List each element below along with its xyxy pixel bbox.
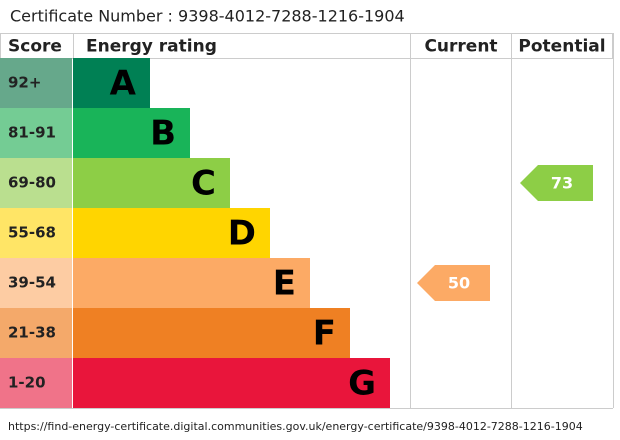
certificate-number: Certificate Number : 9398-4012-7288-1216… <box>10 7 405 26</box>
potential-arrow <box>520 165 593 201</box>
column-header: Potential <box>518 37 605 57</box>
rating-bar <box>73 258 310 308</box>
rating-letter: D <box>228 214 256 254</box>
rating-letter: F <box>313 314 336 354</box>
url: https://find-energy-certificate.digital.… <box>8 420 583 433</box>
rating-letter: A <box>110 64 137 104</box>
current-arrow <box>417 265 490 301</box>
rating-letter: C <box>191 164 216 204</box>
score-label: 92+ <box>8 74 41 92</box>
score-cell <box>0 108 72 158</box>
column-header: Energy rating <box>86 37 217 57</box>
score-cell <box>0 208 72 258</box>
current-label: 50 <box>448 274 470 293</box>
score-label: 1-20 <box>8 374 46 392</box>
rating-bar <box>73 208 270 258</box>
score-label: 55-68 <box>8 224 56 242</box>
score-label: 81-91 <box>8 124 56 142</box>
score-cell <box>0 58 72 108</box>
rating-bar <box>73 158 230 208</box>
score-label: 69-80 <box>8 174 56 192</box>
score-cell <box>0 158 72 208</box>
score-cell <box>0 308 72 358</box>
score-cell <box>0 358 72 408</box>
potential-label: 73 <box>551 174 573 193</box>
column-header: Score <box>8 37 62 57</box>
rating-bar <box>73 108 190 158</box>
score-label: 39-54 <box>8 274 56 292</box>
header-bg <box>0 33 613 59</box>
rating-bar <box>73 58 150 108</box>
column-header: Current <box>424 37 497 57</box>
rating-bar <box>73 308 350 358</box>
rating-letter: B <box>150 114 176 154</box>
rating-letter: G <box>348 364 376 404</box>
score-label: 21-38 <box>8 324 56 342</box>
score-cell <box>0 258 72 308</box>
rating-letter: E <box>273 264 296 304</box>
rating-bar <box>73 358 390 408</box>
